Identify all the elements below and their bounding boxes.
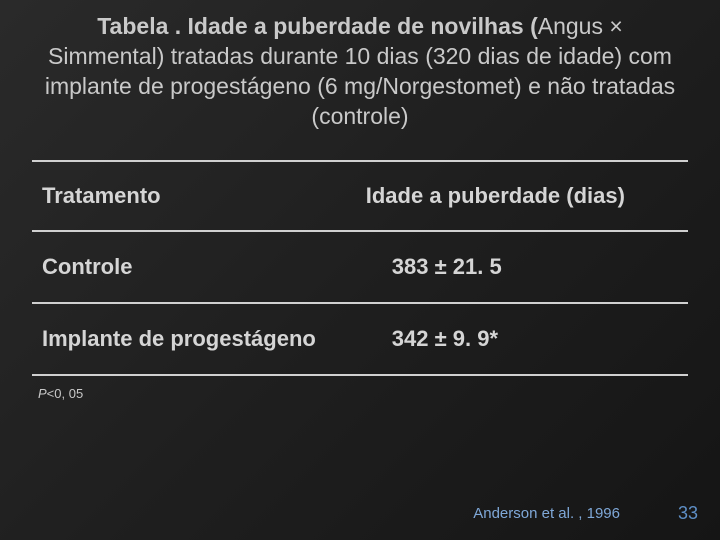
table-row: Controle 383 ± 21. 5 <box>32 232 688 304</box>
footnote: P<0, 05 <box>28 386 692 401</box>
row-treatment: Implante de progestágeno <box>32 326 334 352</box>
footnote-rest: <0, 05 <box>47 386 84 401</box>
header-col1: Tratamento <box>32 183 334 209</box>
data-table: Tratamento Idade a puberdade (dias) Cont… <box>28 160 692 376</box>
title-bold: Tabela . Idade a puberdade de novilhas ( <box>97 13 538 39</box>
header-col2: Idade a puberdade (dias) <box>334 183 688 209</box>
citation: Anderson et al. , 1996 <box>473 505 620 522</box>
page-number: 33 <box>678 503 698 524</box>
row-value: 342 ± 9. 9* <box>334 326 688 352</box>
row-treatment: Controle <box>32 254 334 280</box>
slide-container: Tabela . Idade a puberdade de novilhas (… <box>0 0 720 540</box>
row-value: 383 ± 21. 5 <box>334 254 688 280</box>
footnote-p: P <box>38 386 47 401</box>
table-row: Implante de progestágeno 342 ± 9. 9* <box>32 304 688 376</box>
slide-title: Tabela . Idade a puberdade de novilhas (… <box>28 12 692 132</box>
table-header-row: Tratamento Idade a puberdade (dias) <box>32 160 688 232</box>
